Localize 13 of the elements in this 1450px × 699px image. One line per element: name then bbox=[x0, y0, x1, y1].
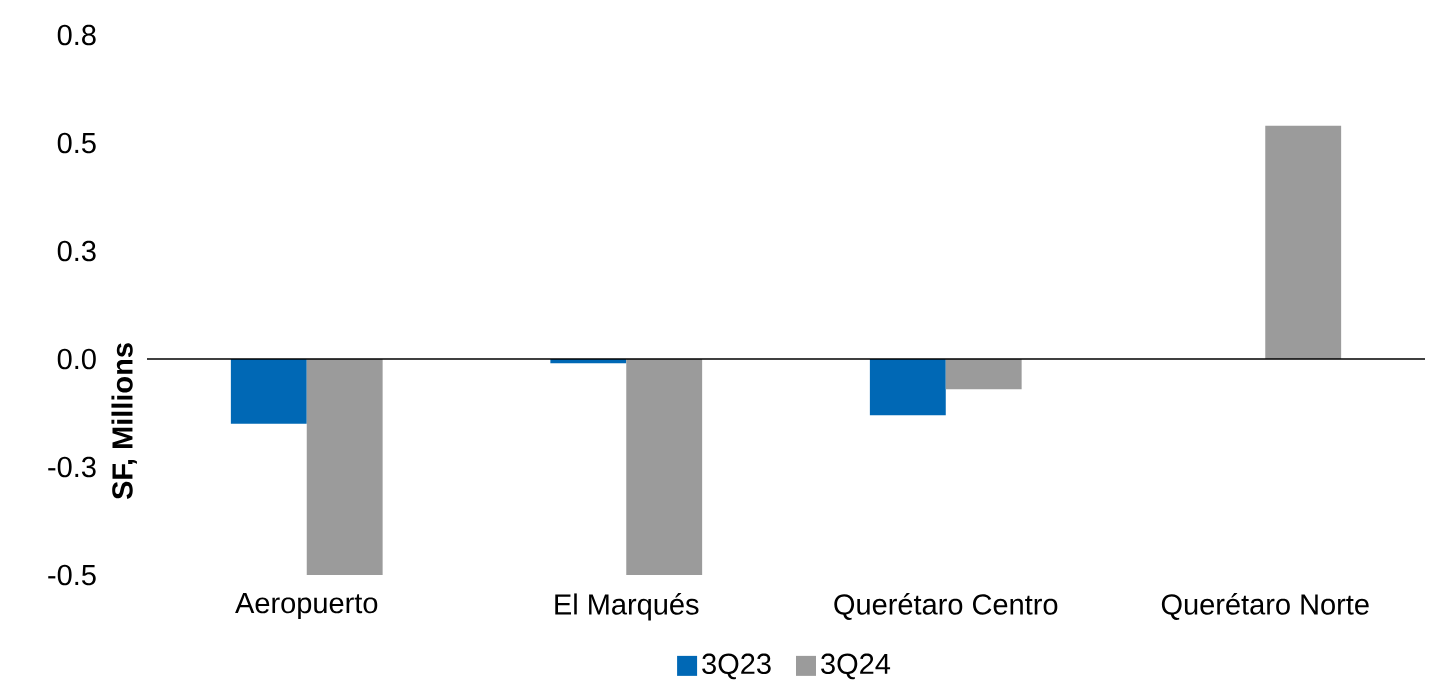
legend-label: 3Q24 bbox=[821, 653, 891, 680]
y-tick-label: -0.5 bbox=[48, 564, 96, 586]
x-tick-label: Querétaro Norte bbox=[1161, 593, 1369, 620]
x-tick-label: Aeropuerto bbox=[235, 593, 378, 620]
y-tick-label: 0.5 bbox=[57, 132, 96, 154]
y-tick-label: 0.8 bbox=[57, 24, 96, 46]
y-tick-label: 0.0 bbox=[57, 348, 96, 370]
x-tick-label: El Marqués bbox=[555, 593, 699, 621]
y-tick-label: -0.3 bbox=[48, 456, 96, 478]
x-tick-label: Querétaro Centro bbox=[834, 593, 1058, 620]
y-axis-title: SF, Millions bbox=[111, 343, 137, 500]
y-tick-label: 0.3 bbox=[57, 240, 96, 262]
legend-label: 3Q23 bbox=[702, 653, 771, 680]
